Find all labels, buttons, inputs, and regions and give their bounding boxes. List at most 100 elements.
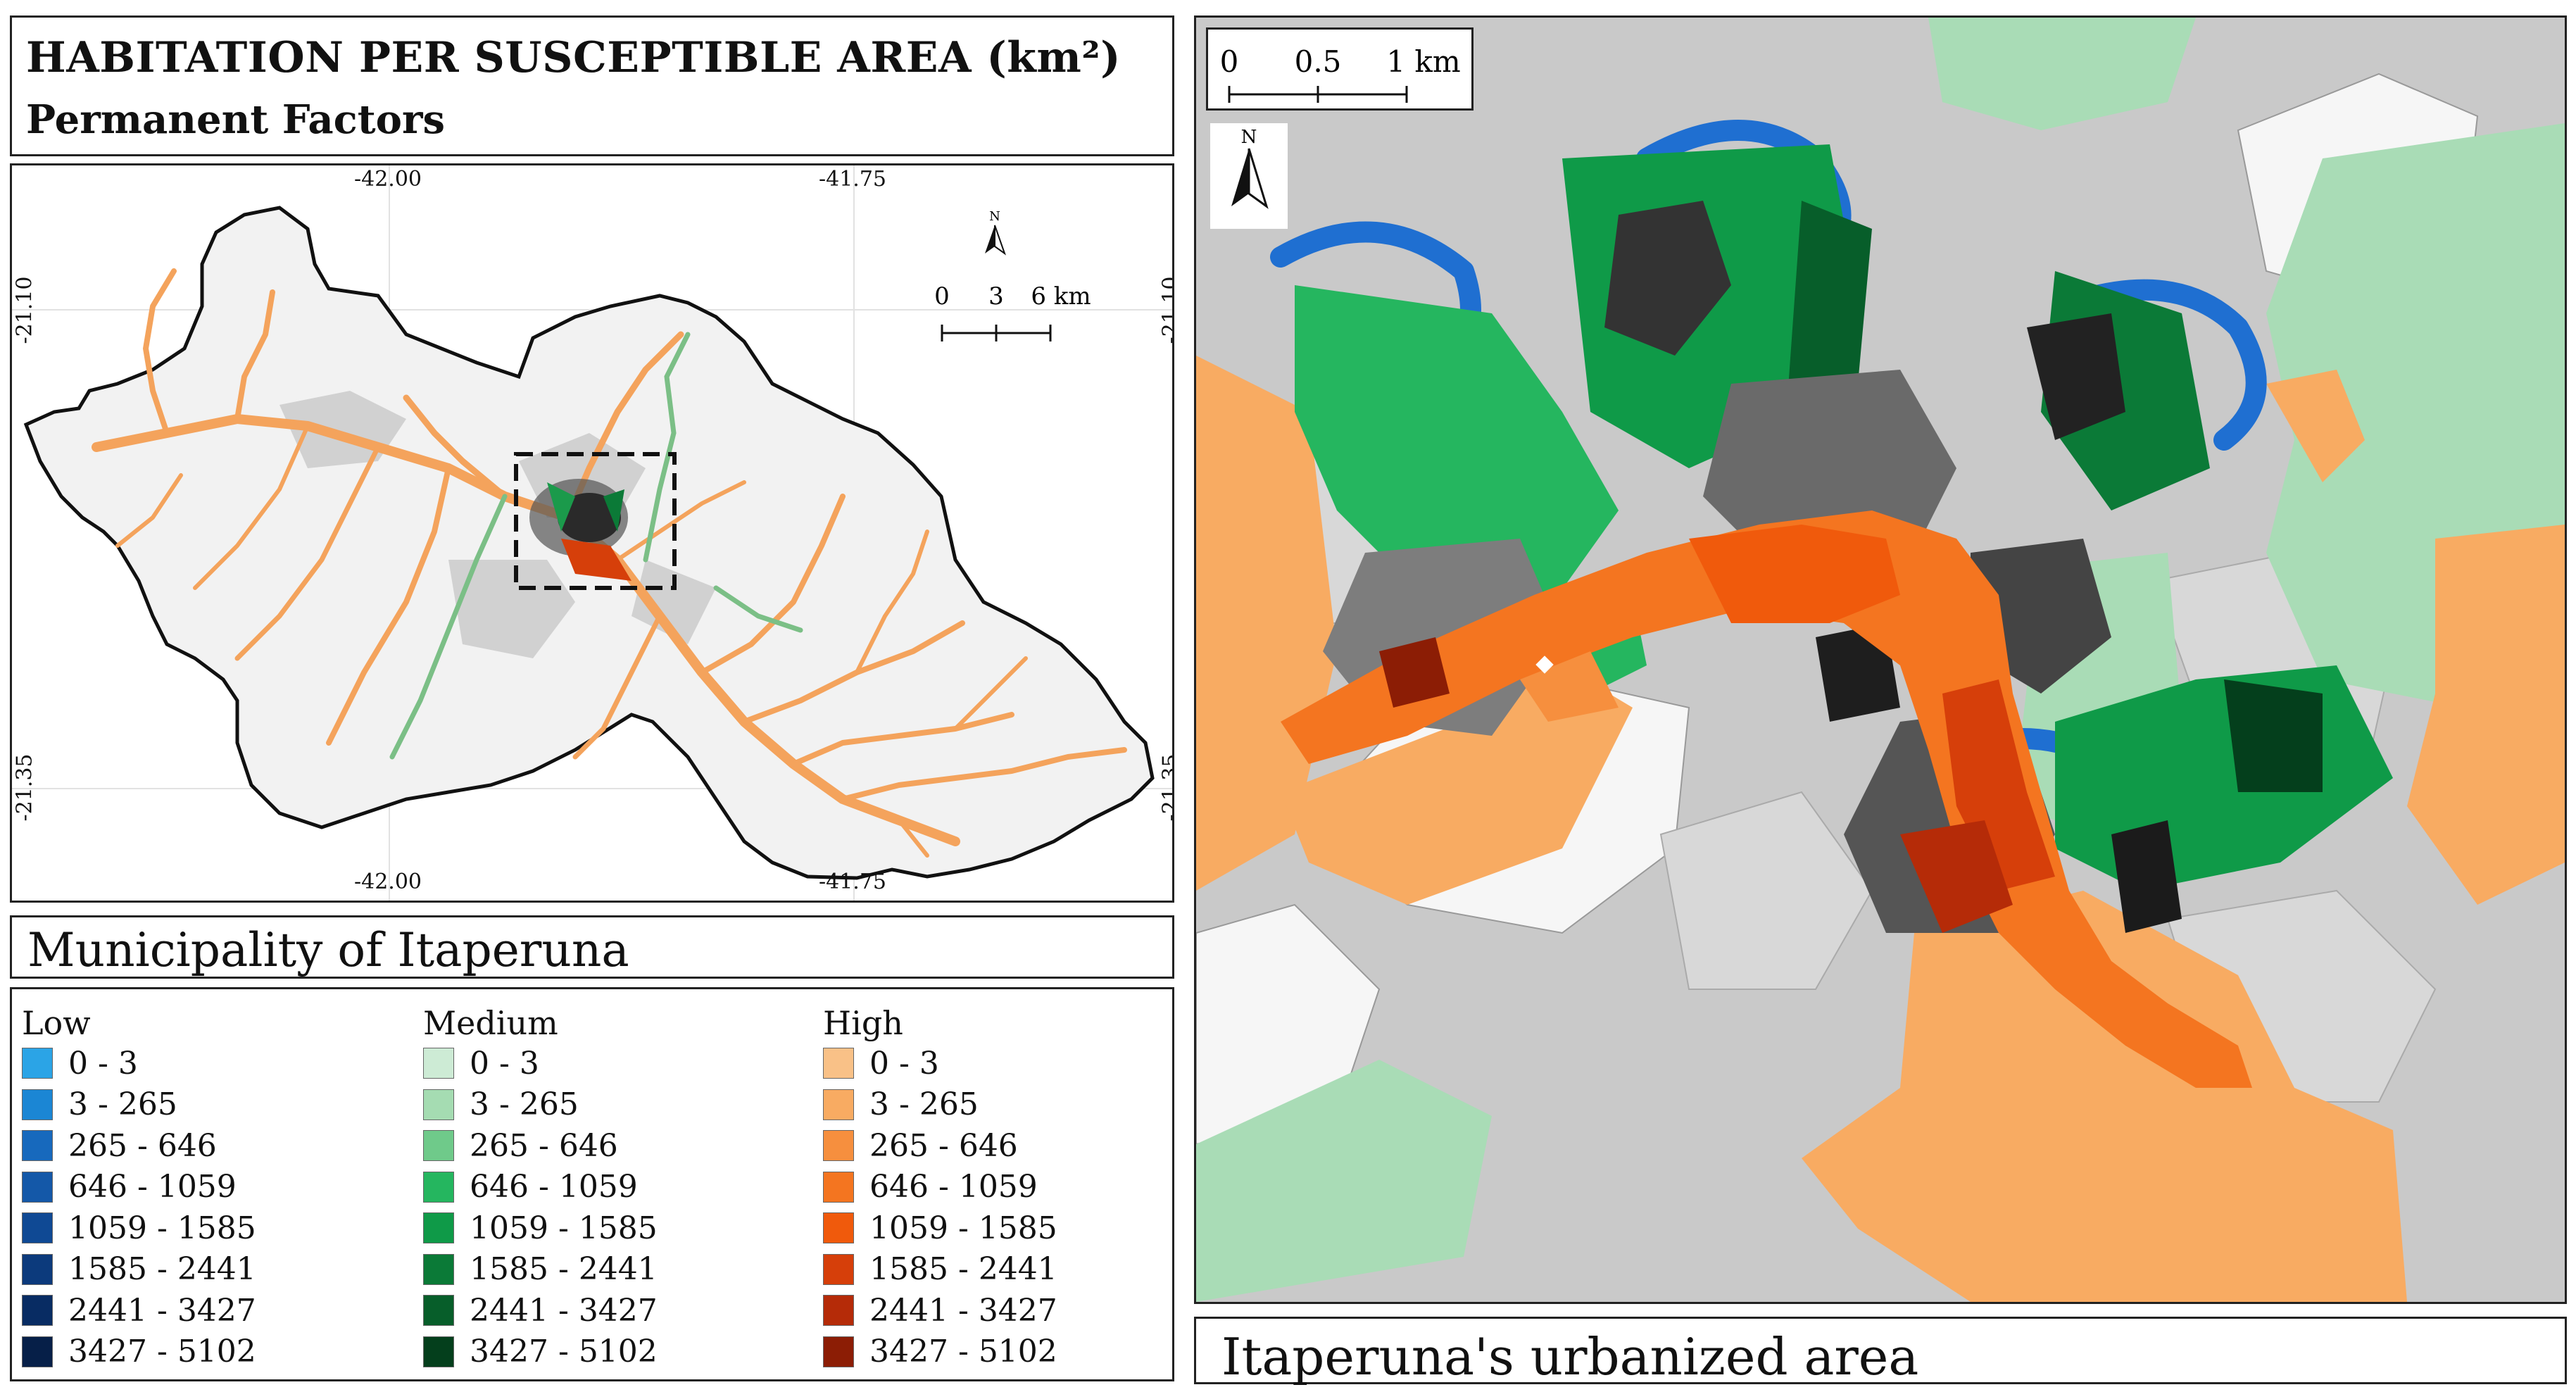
legend-item: 265 - 646 [823, 1125, 1057, 1167]
legend-item: 0 - 3 [22, 1043, 256, 1084]
legend-item: 1059 - 1585 [22, 1208, 256, 1249]
legend-swatch [823, 1171, 854, 1203]
legend-group-high: High 0 - 3 3 - 265 265 - 646 646 - 1059 1059… [823, 1003, 1057, 1372]
municipality-label: Municipality of Itaperuna [27, 923, 629, 977]
legend-swatch [22, 1295, 53, 1327]
legend-label: 1059 - 1585 [869, 1210, 1057, 1246]
legend-swatch [823, 1253, 854, 1285]
legend-label: 3 - 265 [869, 1086, 979, 1123]
legend-swatch [22, 1212, 53, 1244]
legend-item: 2441 - 3427 [823, 1290, 1057, 1331]
title-box: HABITATION PER SUSCEPTIBLE AREA (km²) Pe… [10, 15, 1174, 156]
coord-left-1: -21.10 [12, 276, 37, 344]
legend-swatch [423, 1130, 454, 1162]
svg-text:0: 0 [934, 282, 950, 311]
legend-item: 1585 - 2441 [423, 1249, 658, 1291]
overview-map-canvas: N 0 3 6 km [12, 165, 1172, 901]
legend-item: 2441 - 3427 [423, 1290, 658, 1331]
overview-scale-bar: 0 3 6 km [934, 282, 1091, 341]
legend-label: 1585 - 2441 [68, 1251, 256, 1288]
legend-swatch [22, 1089, 53, 1120]
legend-label: 0 - 3 [68, 1045, 138, 1081]
river-network-green [389, 332, 803, 760]
legend-item: 1585 - 2441 [823, 1249, 1057, 1291]
legend-swatch [22, 1336, 53, 1367]
map-subtitle: Permanent Factors [26, 96, 446, 143]
legend-item: 3427 - 5102 [423, 1331, 658, 1373]
legend-label: 2441 - 3427 [869, 1292, 1057, 1329]
coord-left-2: -21.35 [12, 753, 37, 822]
legend-item: 3 - 265 [423, 1084, 658, 1126]
legend-item: 265 - 646 [22, 1125, 256, 1167]
urban-center [529, 479, 632, 581]
legend-label: 646 - 1059 [869, 1169, 1038, 1205]
legend-item: 646 - 1059 [22, 1167, 256, 1208]
legend-label: 0 - 3 [869, 1045, 939, 1081]
legend-swatch [22, 1253, 53, 1285]
legend-label: 2441 - 3427 [470, 1292, 658, 1329]
legend-label: 265 - 646 [869, 1127, 1018, 1164]
detail-scale-bar: 0 0.5 1 km [1206, 27, 1474, 111]
legend-swatch [423, 1295, 454, 1327]
legend-item: 265 - 646 [423, 1125, 658, 1167]
coord-bottom-2: -41.75 [819, 870, 887, 894]
svg-text:3: 3 [988, 282, 1004, 311]
svg-text:0.5: 0.5 [1295, 44, 1342, 79]
overview-map: N 0 3 6 km -42.00 -41.75 -42.00 -41.75 -… [10, 163, 1174, 903]
legend-swatch [22, 1130, 53, 1162]
svg-text:1 km: 1 km [1386, 44, 1460, 79]
legend-label: 3 - 265 [470, 1086, 579, 1123]
legend-swatch [423, 1089, 454, 1120]
legend-swatch [22, 1048, 53, 1079]
legend-label: 1585 - 2441 [470, 1251, 658, 1288]
detail-label-box: Itaperuna's urbanized area [1194, 1317, 2567, 1386]
legend-label: 2441 - 3427 [68, 1292, 256, 1329]
map-title: HABITATION PER SUSCEPTIBLE AREA (km²) [26, 33, 1121, 82]
legend-swatch [423, 1048, 454, 1079]
high-low-zones [1196, 32, 2565, 1302]
svg-text:N: N [989, 209, 1000, 224]
legend-label: 3427 - 5102 [470, 1334, 658, 1370]
legend-swatch [823, 1295, 854, 1327]
legend-swatch [823, 1336, 854, 1367]
legend-group-medium: Medium 0 - 3 3 - 265 265 - 646 646 - 1059 10… [423, 1003, 658, 1372]
legend-item: 646 - 1059 [823, 1167, 1057, 1208]
legend-item: 2441 - 3427 [22, 1290, 256, 1331]
legend-label: 1585 - 2441 [869, 1251, 1057, 1288]
svg-text:0: 0 [1220, 44, 1239, 79]
north-arrow-icon: N [985, 209, 1006, 256]
legend-item: 0 - 3 [823, 1043, 1057, 1084]
legend-swatch [823, 1212, 854, 1244]
legend-group-title: Medium [423, 1004, 558, 1042]
legend-swatch [423, 1171, 454, 1203]
legend-label: 646 - 1059 [470, 1169, 638, 1205]
legend-swatch [22, 1171, 53, 1203]
detail-map-canvas [1196, 18, 2565, 1302]
legend-item: 646 - 1059 [423, 1167, 658, 1208]
legend-swatch [823, 1048, 854, 1079]
legend-item: 3 - 265 [22, 1084, 256, 1126]
legend-item: 3427 - 5102 [823, 1331, 1057, 1373]
coord-top-1: -42.00 [354, 167, 422, 192]
legend-item: 1585 - 2441 [22, 1249, 256, 1291]
legend-item: 1059 - 1585 [823, 1208, 1057, 1249]
coord-top-2: -41.75 [819, 167, 887, 192]
legend-item: 0 - 3 [423, 1043, 658, 1084]
legend-label: 265 - 646 [68, 1127, 217, 1164]
legend-swatch [423, 1253, 454, 1285]
legend-label: 265 - 646 [470, 1127, 618, 1164]
legend-label: 0 - 3 [470, 1045, 539, 1081]
legend-item: 3 - 265 [823, 1084, 1057, 1126]
coord-bottom-1: -42.00 [354, 870, 422, 894]
svg-text:N: N [1241, 127, 1257, 148]
legend-label: 3427 - 5102 [869, 1334, 1057, 1370]
legend-label: 1059 - 1585 [470, 1210, 658, 1246]
legend-group-low: Low 0 - 3 3 - 265 265 - 646 646 - 1059 1059 … [22, 1003, 256, 1372]
legend-item: 3427 - 5102 [22, 1331, 256, 1373]
legend-label: 3427 - 5102 [68, 1334, 256, 1370]
high-zones-orange [1281, 510, 2252, 1088]
detail-north-arrow-icon: N [1210, 123, 1288, 229]
legend-swatch [423, 1336, 454, 1367]
legend-swatch [823, 1089, 854, 1120]
municipality-label-box: Municipality of Itaperuna [10, 915, 1174, 979]
